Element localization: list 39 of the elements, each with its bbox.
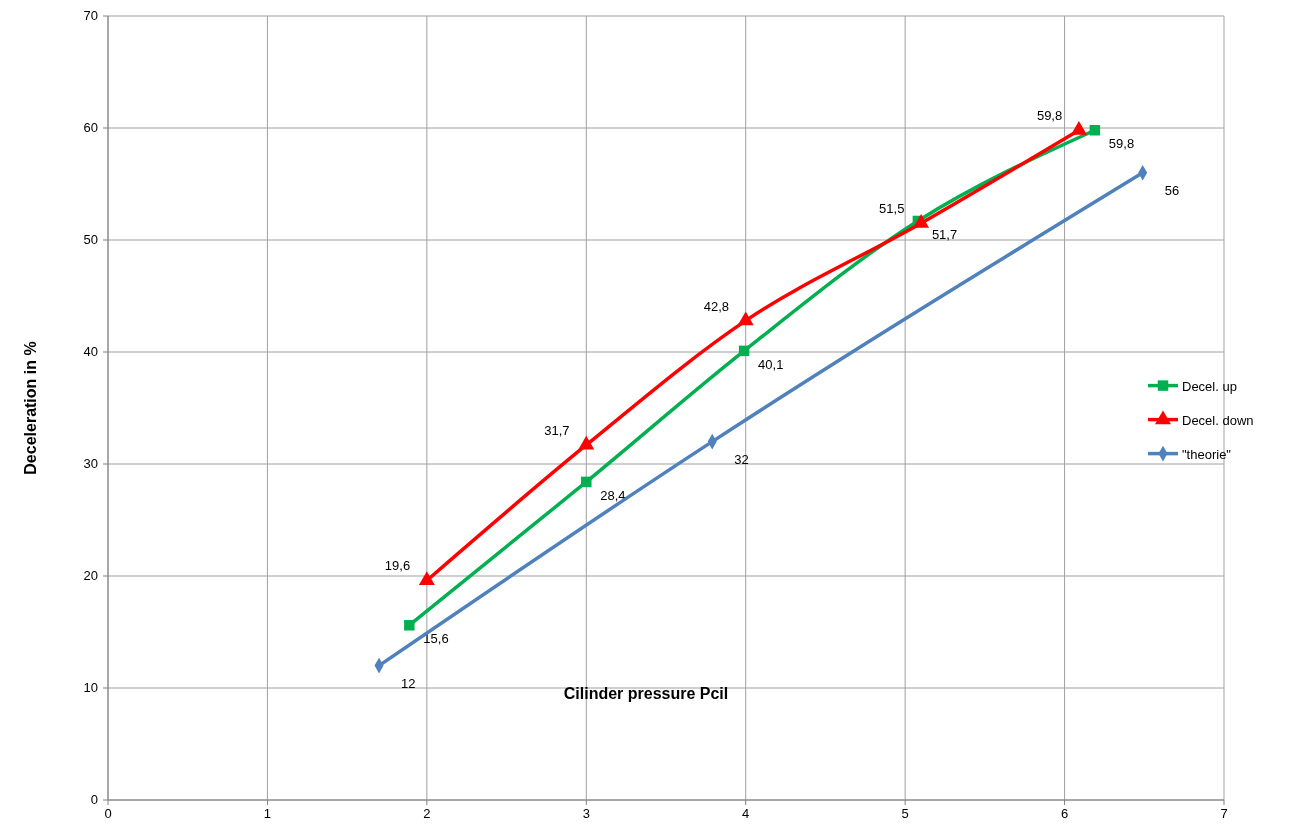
point [1089, 125, 1101, 136]
data-label: 56 [1164, 182, 1180, 198]
data-label: 59,8 [1036, 108, 1063, 124]
y-tick-label: 0 [90, 792, 98, 807]
y-tick-label: 70 [83, 8, 98, 23]
data-label: 42,8 [703, 298, 730, 314]
data-label: 32 [734, 451, 749, 467]
data-label: 51,5 [879, 201, 905, 217]
legend-label: Decel. down [1182, 412, 1254, 428]
x-tick-label: 0 [104, 806, 112, 821]
y-axis-title: Deceleration in % [22, 341, 39, 475]
y-tick-label: 50 [83, 232, 98, 247]
data-label: 59,8 [1108, 136, 1135, 152]
y-tick-label: 40 [83, 344, 98, 359]
x-tick-label: 5 [901, 806, 909, 821]
y-tick-label: 60 [83, 120, 98, 135]
x-tick-label: 2 [423, 806, 431, 821]
point [404, 620, 415, 631]
point [418, 571, 435, 586]
x-tick-label: 3 [582, 806, 590, 821]
x-tick-label: 1 [263, 806, 272, 821]
y-tick-label: 20 [83, 568, 98, 583]
data-label: 28,4 [600, 487, 626, 503]
data-label: 12 [401, 675, 416, 691]
data-label: 40,1 [758, 356, 784, 372]
x-tick-label: 6 [1060, 806, 1069, 821]
data-label: 31,7 [544, 422, 570, 438]
x-tick-label: 4 [742, 806, 750, 821]
legend-label: "theorie" [1182, 446, 1232, 462]
y-tick-label: 10 [83, 680, 98, 695]
legend-label: Decel. up [1182, 378, 1237, 394]
data-label: 15,6 [423, 631, 449, 647]
x-tick-label: 7 [1220, 806, 1228, 821]
point [738, 345, 750, 357]
point [581, 476, 592, 488]
y-tick-label: 30 [83, 456, 98, 471]
data-label: 19,6 [384, 558, 411, 574]
data-label: 51,7 [931, 226, 958, 242]
x-axis-title: Cilinder pressure Pcil [563, 685, 729, 703]
